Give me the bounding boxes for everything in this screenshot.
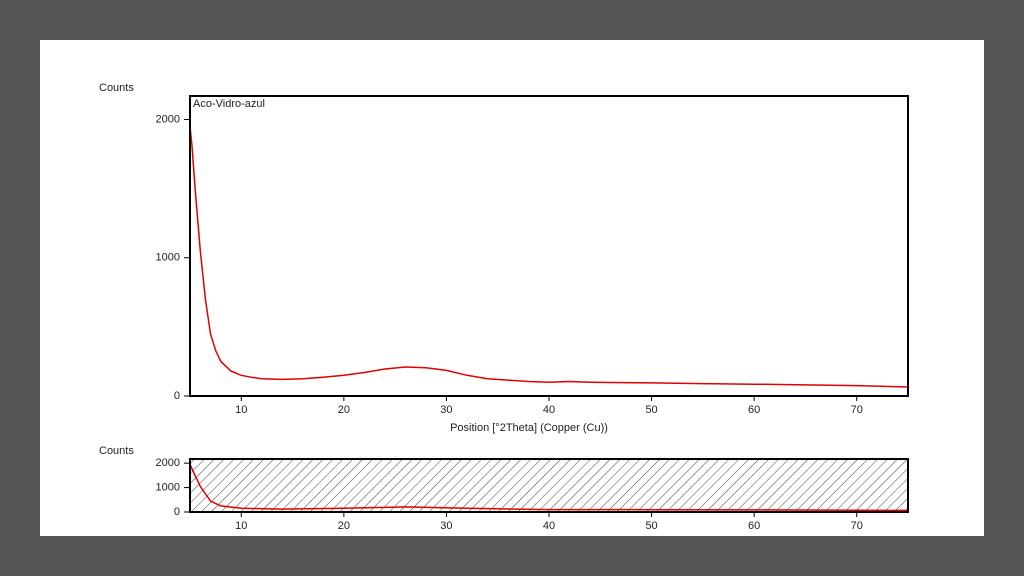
y-tick-label: 0 [174,506,180,518]
x-tick-label: 70 [851,404,863,416]
x-tick-label: 20 [338,520,350,532]
x-tick-label: 20 [338,404,350,416]
plot-frame [189,95,909,397]
data-line [189,126,909,388]
x-tick-label: 10 [235,404,247,416]
y-tick-label: 2000 [156,113,180,125]
x-tick-label: 50 [645,404,657,416]
x-tick-label: 60 [748,520,760,532]
x-tick-label: 10 [235,520,247,532]
x-axis-label: Position [°2Theta] (Copper (Cu)) [450,422,608,434]
data-line [189,464,909,512]
y-tick-label: 1000 [156,252,180,264]
x-tick-label: 60 [748,404,760,416]
y-axis-label: Counts [99,82,134,94]
y-tick-label: 0 [174,390,180,402]
plot-area [190,459,908,512]
y-tick-label: 2000 [156,457,180,469]
x-tick-label: 50 [645,520,657,532]
y-axis-label: Counts [99,445,134,457]
x-tick-label: 30 [440,404,452,416]
y-tick-label: 1000 [156,481,180,493]
charts: 0 1000 2000 10 20 30 40 50 60 70 Aco-Vidro-azul Cou… [99,82,909,532]
plot-frame [189,458,909,513]
plot-area [190,96,908,396]
x-tick-label: 30 [440,520,452,532]
x-tick-label: 70 [851,520,863,532]
series-label: Aco-Vidro-azul [193,98,265,110]
x-tick-label: 40 [543,404,555,416]
x-tick-label: 40 [543,520,555,532]
